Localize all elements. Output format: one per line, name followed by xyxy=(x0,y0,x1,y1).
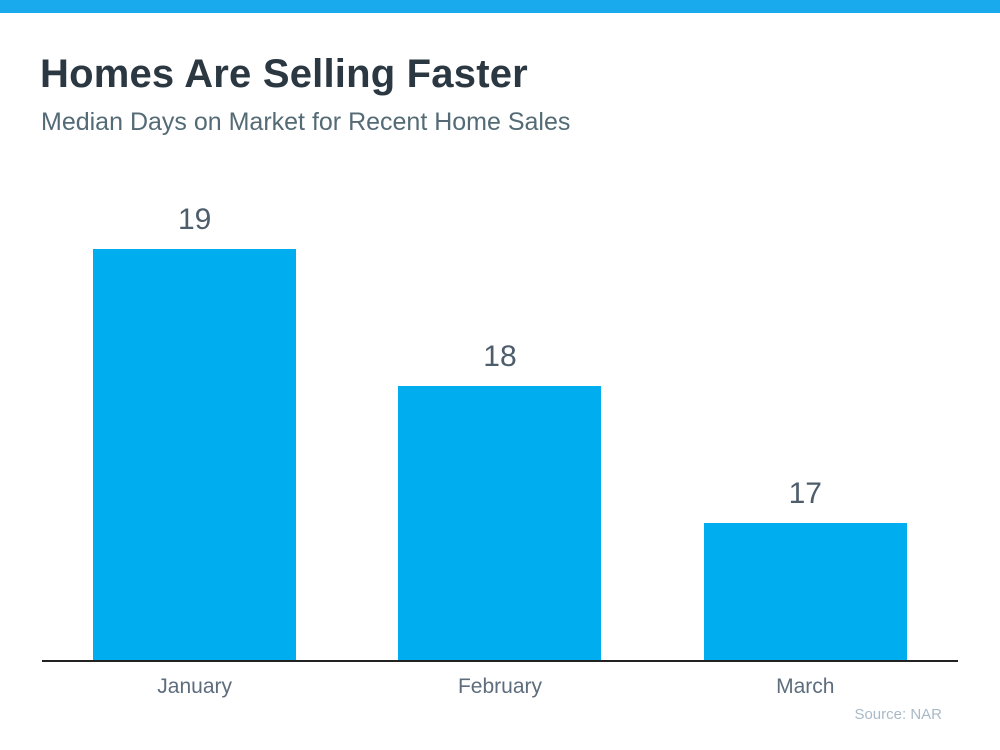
x-axis-labels: January February March xyxy=(42,662,958,700)
bar-february xyxy=(398,386,602,660)
bar-chart: 19 18 17 January February March xyxy=(42,190,958,700)
x-axis-label-march: March xyxy=(776,675,835,698)
chart-header: Homes Are Selling Faster Median Days on … xyxy=(0,51,1000,137)
chart-subtitle: Median Days on Market for Recent Home Sa… xyxy=(41,108,571,136)
bar-group-march: 17 xyxy=(703,476,907,660)
source-attribution: Source: NAR xyxy=(854,706,942,723)
bar-march xyxy=(703,523,907,660)
bar-value-label: 17 xyxy=(788,477,822,510)
x-axis-label-january: January xyxy=(157,675,233,698)
x-axis-label-february: February xyxy=(457,675,542,698)
bar-value-label: 18 xyxy=(483,340,517,373)
bar-group-january: 19 xyxy=(93,202,297,660)
plot-area: 19 18 17 xyxy=(42,190,958,662)
bar-group-february: 18 xyxy=(398,339,602,660)
top-accent-bar xyxy=(0,0,1000,13)
bar-value-label: 19 xyxy=(177,203,212,236)
page-title: Homes Are Selling Faster xyxy=(40,52,528,96)
bar-january xyxy=(93,249,297,660)
